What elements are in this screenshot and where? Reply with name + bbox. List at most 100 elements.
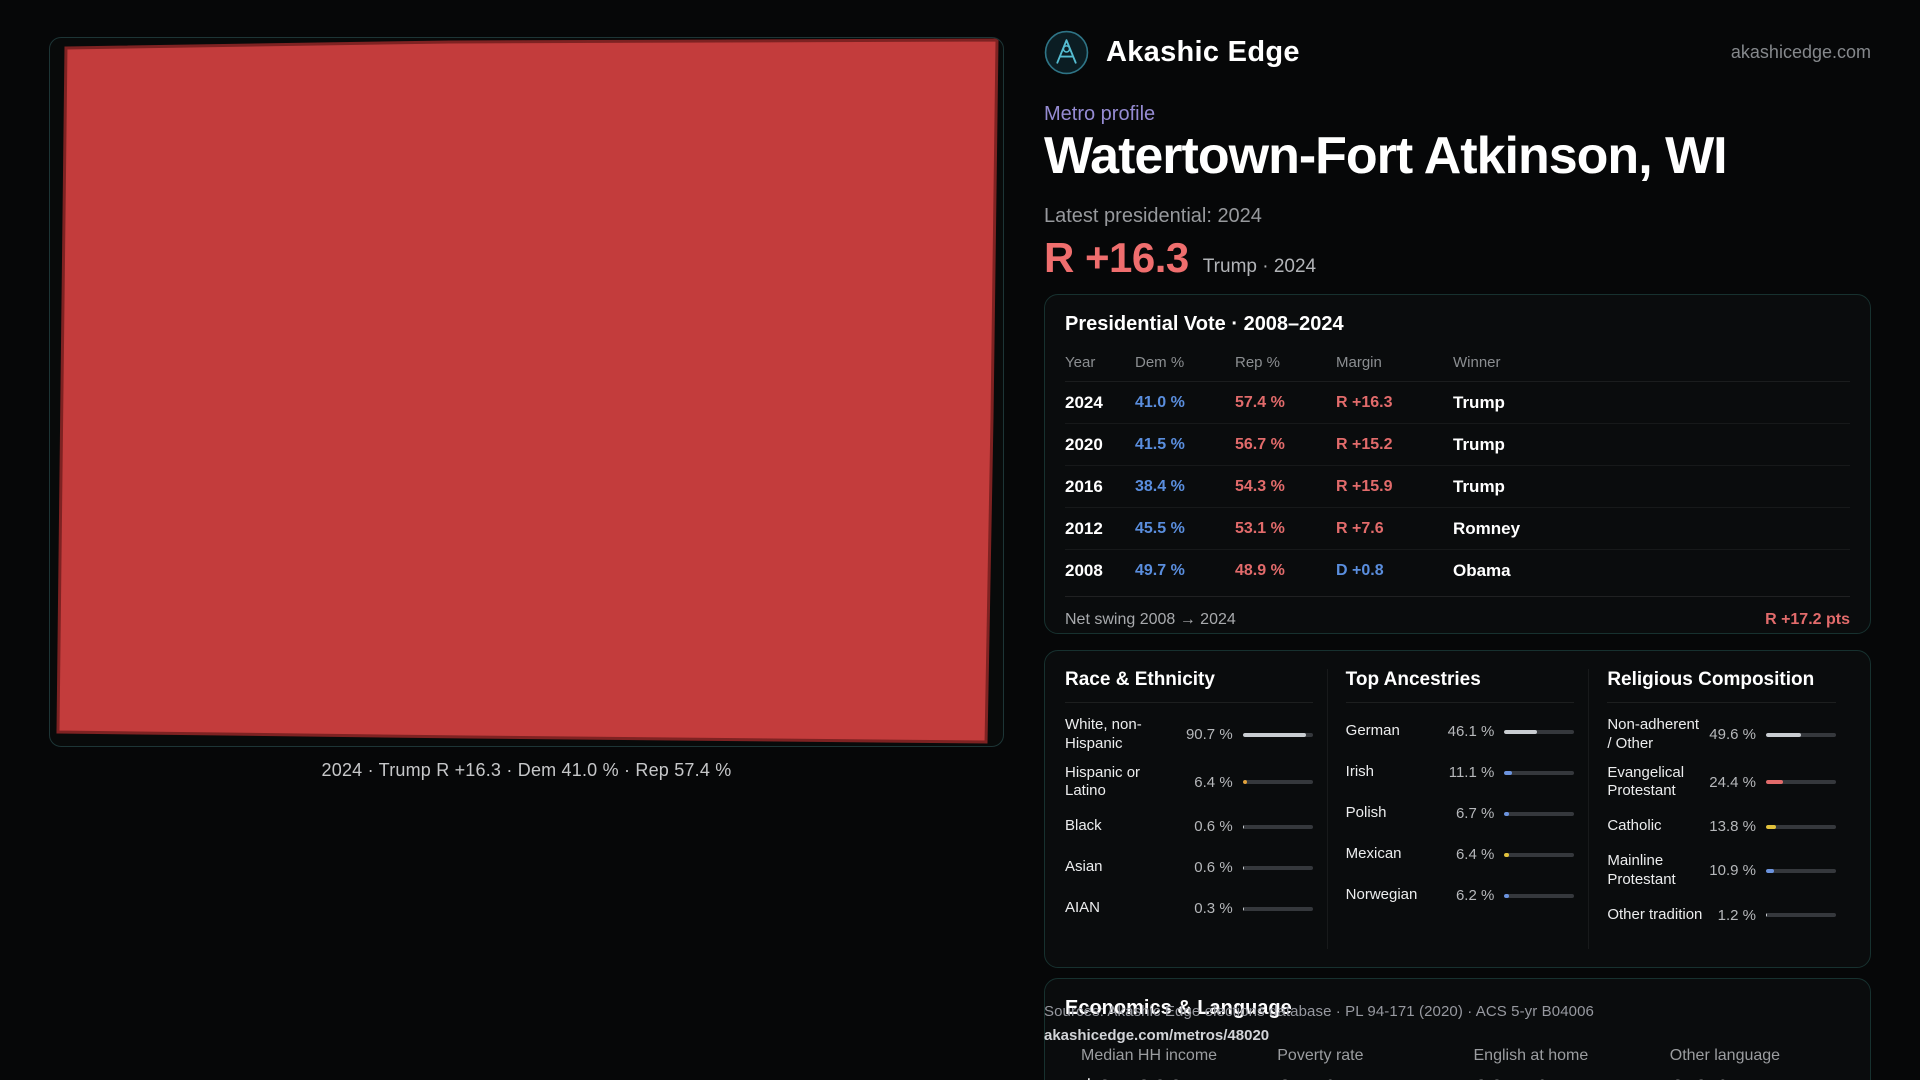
permalink-link[interactable]: akashicedge.com/metros/48020: [1044, 1027, 1270, 1044]
demo-value: 11.1 %: [1448, 764, 1495, 781]
demo-bar: [1504, 893, 1575, 898]
demo-row: White, non-Hispanic 90.7 %: [1065, 716, 1313, 754]
demo-row: Asian 0.6 %: [1065, 852, 1313, 883]
demo-bar: [1242, 865, 1313, 870]
dem-cell: 41.0 %: [1135, 382, 1235, 424]
brand-name: Akashic Edge: [1106, 36, 1300, 68]
demo-label: Irish: [1345, 763, 1374, 781]
stat-label: Other language: [1669, 1047, 1781, 1064]
winner-cell: Trump: [1453, 382, 1850, 424]
rep-cell: 56.7 %: [1235, 424, 1336, 466]
demo-row: Non-adherent / Other 49.6 %: [1607, 716, 1836, 754]
demo-value: 13.8 %: [1709, 818, 1756, 835]
stat-value: 8.1 %: [1277, 1074, 1457, 1080]
top-ancestries-column: Top Ancestries German 46.1 % Irish 11.1 …: [1326, 669, 1589, 949]
demo-bar: [1765, 913, 1836, 917]
page-title: Watertown-Fort Atkinson, WI: [1044, 127, 1728, 185]
demo-bar: [1765, 824, 1836, 829]
stat-label: Median HH income: [1081, 1047, 1218, 1064]
demo-label: Catholic: [1607, 817, 1662, 835]
stat-median-hh-income: Median HH income $61,806: [1065, 1047, 1261, 1080]
demo-bar: [1504, 852, 1575, 857]
headline-margin: R +16.3 Trump · 2024: [1044, 234, 1316, 282]
demo-row: Hispanic or Latino 6.4 %: [1065, 764, 1313, 802]
demo-row: Mainline Protestant 10.9 %: [1607, 852, 1836, 890]
stat-value: 93.7 %: [1474, 1074, 1654, 1080]
demo-label: Other tradition: [1607, 905, 1703, 923]
race-ethnicity-column: Race & Ethnicity White, non-Hispanic 90.…: [1065, 669, 1327, 949]
demo-bar: [1765, 868, 1836, 873]
religious-composition-column: Religious Composition Non-adherent / Oth…: [1588, 669, 1850, 949]
winner-cell: Obama: [1453, 561, 1511, 580]
economics-card-title: Economics & Language: [1065, 997, 1292, 1019]
year-cell: 2008: [1065, 561, 1103, 580]
demo-label: AIAN: [1065, 899, 1101, 917]
demo-value: 90.7 %: [1185, 726, 1233, 744]
demo-bar: [1765, 780, 1836, 785]
top-ancestries-title: Top Ancestries: [1345, 669, 1575, 703]
dem-cell: 41.5 %: [1135, 424, 1235, 466]
dem-cell: 49.7 %: [1135, 562, 1185, 579]
site-url-link[interactable]: akashicedge.com: [1730, 42, 1871, 62]
demographics-grid: Race & Ethnicity White, non-Hispanic 90.…: [1065, 669, 1850, 949]
col-header-winner: Winner: [1453, 348, 1850, 382]
col-header-margin: Margin: [1336, 348, 1453, 382]
year-cell: 2020: [1065, 424, 1135, 466]
demo-value: 1.2 %: [1717, 906, 1756, 924]
race-ethnicity-title: Race & Ethnicity: [1065, 669, 1313, 703]
demo-label: Non-adherent / Other: [1607, 716, 1700, 752]
demo-label: Mainline Protestant: [1607, 852, 1676, 888]
metro-map: [56, 38, 999, 744]
demo-bar: [1765, 732, 1836, 737]
col-header-dem: Dem %: [1135, 348, 1235, 382]
winner-cell: Trump: [1453, 424, 1850, 466]
vote-table: Year Dem % Rep % Margin Winner 2024 41.0…: [1065, 348, 1850, 592]
year-cell: 2024: [1065, 382, 1135, 424]
site-header: Akashic Edge akashicedge.com: [1044, 30, 1871, 75]
sources-line: Sources: Akashic Edge elections database…: [1044, 1003, 1594, 1020]
margin-cell: R +7.6: [1336, 508, 1453, 550]
latest-presidential-label: Latest presidential: 2024: [1044, 205, 1262, 227]
demo-value: 24.4 %: [1709, 773, 1756, 791]
akashic-edge-logo-icon: [1044, 30, 1089, 75]
demo-label: Polish: [1345, 804, 1387, 822]
net-swing-value: R +17.2 pts: [1765, 611, 1850, 628]
demo-bar: [1242, 824, 1313, 829]
demo-label: White, non-Hispanic: [1065, 716, 1142, 752]
demo-row: Catholic 13.8 %: [1607, 811, 1836, 842]
demo-row: AIAN 0.3 %: [1065, 893, 1313, 924]
demo-row: Evangelical Protestant 24.4 %: [1607, 764, 1836, 802]
rep-cell: 57.4 %: [1235, 382, 1336, 424]
margin-cell: R +15.2: [1336, 424, 1453, 466]
stat-label: English at home: [1473, 1047, 1589, 1064]
margin-cell: R +15.9: [1336, 466, 1453, 508]
winner-cell: Trump: [1453, 466, 1850, 508]
demo-label: Black: [1065, 817, 1102, 835]
map-caption: 2024 · Trump R +16.3 · Dem 41.0 % · Rep …: [321, 760, 732, 780]
headline-margin-value: R +16.3: [1044, 234, 1189, 281]
demo-value: 49.6 %: [1709, 726, 1756, 744]
year-cell: 2012: [1065, 508, 1135, 550]
demo-label: Asian: [1065, 858, 1103, 876]
demo-row: German 46.1 %: [1346, 716, 1575, 747]
demo-bar: [1504, 811, 1575, 816]
economics-stats: Median HH income $61,806 Poverty rate 8.…: [1065, 1047, 1850, 1080]
demo-value: 6.4 %: [1194, 773, 1233, 791]
demo-row: Mexican 6.4 %: [1346, 839, 1575, 870]
demo-value: 10.9 %: [1709, 862, 1756, 880]
dem-cell: 45.5 %: [1135, 508, 1235, 550]
stat-english-at-home: English at home 93.7 %: [1458, 1047, 1654, 1080]
stat-value: 6.3 %: [1670, 1074, 1850, 1080]
stat-value: $61,806: [1081, 1074, 1261, 1080]
stat-label: Poverty rate: [1277, 1047, 1364, 1064]
demo-value: 6.2 %: [1455, 887, 1495, 904]
stat-poverty-rate: Poverty rate 8.1 %: [1261, 1047, 1457, 1080]
demo-row: Other tradition 1.2 %: [1607, 900, 1836, 931]
demo-bar: [1242, 732, 1313, 737]
demo-label: Norwegian: [1345, 886, 1418, 904]
demo-value: 6.4 %: [1455, 846, 1495, 863]
metro-profile-kicker: Metro profile: [1044, 103, 1156, 125]
rep-cell: 53.1 %: [1235, 508, 1336, 550]
profile-content: Akashic Edge akashicedge.com Metro profi…: [1044, 0, 1871, 1080]
demo-value: 46.1 %: [1447, 723, 1495, 740]
